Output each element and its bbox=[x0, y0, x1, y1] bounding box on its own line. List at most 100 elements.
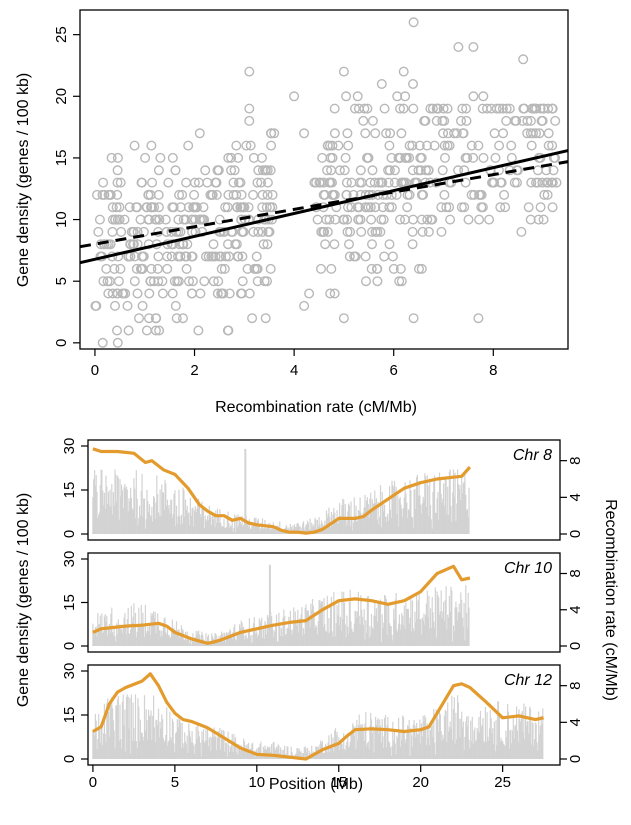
scatter-point bbox=[262, 177, 273, 188]
scatter-point bbox=[468, 42, 479, 53]
scatter-point bbox=[370, 202, 381, 213]
scatter-point bbox=[125, 239, 136, 250]
scatter-point bbox=[167, 152, 178, 163]
scatter-point bbox=[547, 140, 558, 151]
scatter-point bbox=[143, 313, 154, 324]
scatter-point bbox=[379, 251, 390, 262]
scatter-point bbox=[525, 115, 536, 126]
scatter-point bbox=[163, 177, 174, 188]
fit-line-dashed bbox=[79, 160, 569, 249]
scatter-point bbox=[478, 91, 489, 102]
scatter-point bbox=[338, 214, 349, 225]
scatter-point bbox=[170, 300, 181, 311]
scatter-point bbox=[352, 91, 363, 102]
scatter-point bbox=[543, 140, 554, 151]
left-tick-label: 30 bbox=[61, 551, 78, 568]
scatter-point bbox=[360, 128, 371, 139]
scatter-point bbox=[429, 140, 440, 151]
scatter-point bbox=[262, 239, 273, 250]
scatter-point bbox=[404, 140, 415, 151]
scatter-point bbox=[236, 288, 247, 299]
recombination-rate-y-label: Recombination rate (cM/Mb) bbox=[602, 499, 619, 701]
scatter-point bbox=[252, 263, 263, 274]
scatter-point bbox=[265, 165, 276, 176]
scatter-point bbox=[181, 263, 192, 274]
scatter-point bbox=[162, 263, 173, 274]
scatter-point bbox=[398, 103, 409, 114]
x-tick-label: 6 bbox=[390, 362, 398, 379]
scatter-point bbox=[360, 202, 371, 213]
x-tick-label: 2 bbox=[190, 362, 198, 379]
scatter-point bbox=[122, 300, 133, 311]
scatter-point bbox=[417, 226, 428, 237]
scatter-point bbox=[342, 128, 353, 139]
left-tick-label: 15 bbox=[61, 482, 78, 499]
scatter-point bbox=[342, 226, 353, 237]
scatter-point bbox=[372, 276, 383, 287]
scatter-point bbox=[370, 128, 381, 139]
scatter-point bbox=[237, 251, 248, 262]
scatter-point bbox=[466, 140, 477, 151]
scatter-point bbox=[143, 239, 154, 250]
scatter-point bbox=[339, 165, 350, 176]
scatter-point bbox=[394, 276, 405, 287]
scatter-point bbox=[248, 226, 259, 237]
scatter-point bbox=[223, 152, 234, 163]
position-tick-label: 0 bbox=[89, 774, 97, 791]
scatter-point bbox=[187, 251, 198, 262]
scatter-point bbox=[408, 214, 419, 225]
scatter-point bbox=[362, 103, 373, 114]
scatter-point bbox=[315, 177, 326, 188]
scatter-point bbox=[341, 177, 352, 188]
scatter-point bbox=[111, 202, 122, 213]
scatter-point bbox=[262, 189, 273, 200]
scatter-point bbox=[439, 140, 450, 151]
scatter-point bbox=[256, 152, 267, 163]
scatter-point bbox=[260, 165, 271, 176]
scatter-panel: 0 2 4 6 8 0 5 10 15 20 25 Recombination rate (cM/… bbox=[15, 9, 569, 416]
scatter-point bbox=[366, 214, 377, 225]
scatter-point bbox=[233, 152, 244, 163]
scatter-point bbox=[252, 177, 263, 188]
right-tick-label: 4 bbox=[567, 493, 584, 501]
scatter-point bbox=[247, 313, 258, 324]
scatter-point bbox=[396, 276, 407, 287]
scatter-point bbox=[349, 251, 360, 262]
scatter-point bbox=[422, 140, 433, 151]
scatter-point bbox=[119, 214, 130, 225]
scatter-point bbox=[460, 177, 471, 188]
scatter-point bbox=[207, 251, 218, 262]
scatter-point bbox=[174, 189, 185, 200]
scatter-point bbox=[501, 115, 512, 126]
scatter-point bbox=[95, 239, 106, 250]
y-tick-label: 0 bbox=[53, 339, 70, 347]
scatter-point bbox=[189, 189, 200, 200]
scatter-point bbox=[489, 128, 500, 139]
scatter-point bbox=[506, 152, 517, 163]
chromosome-label: Chr 8 bbox=[513, 447, 552, 464]
scatter-point bbox=[344, 239, 355, 250]
scatter-point bbox=[188, 202, 199, 213]
scatter-point bbox=[183, 140, 194, 151]
scatter-point bbox=[214, 214, 225, 225]
scatter-point bbox=[477, 202, 488, 213]
scatter-point bbox=[153, 276, 164, 287]
scatter-point bbox=[396, 177, 407, 188]
scatter-point bbox=[309, 177, 320, 188]
scatter-point bbox=[317, 152, 328, 163]
scatter-point bbox=[160, 214, 171, 225]
scatter-point bbox=[177, 189, 188, 200]
scatter-point bbox=[194, 128, 205, 139]
scatter-point bbox=[383, 177, 394, 188]
scatter-point bbox=[532, 177, 543, 188]
scatter-point bbox=[223, 325, 234, 336]
scatter-point bbox=[385, 128, 396, 139]
scatter-point bbox=[181, 251, 192, 262]
scatter-point bbox=[437, 115, 448, 126]
left-tick-label: 15 bbox=[61, 707, 78, 724]
scatter-point bbox=[111, 325, 122, 336]
scatter-point bbox=[436, 202, 447, 213]
gene-density-y-label: Gene density (genes / 100 kb) bbox=[15, 493, 32, 707]
scatter-point bbox=[346, 202, 357, 213]
